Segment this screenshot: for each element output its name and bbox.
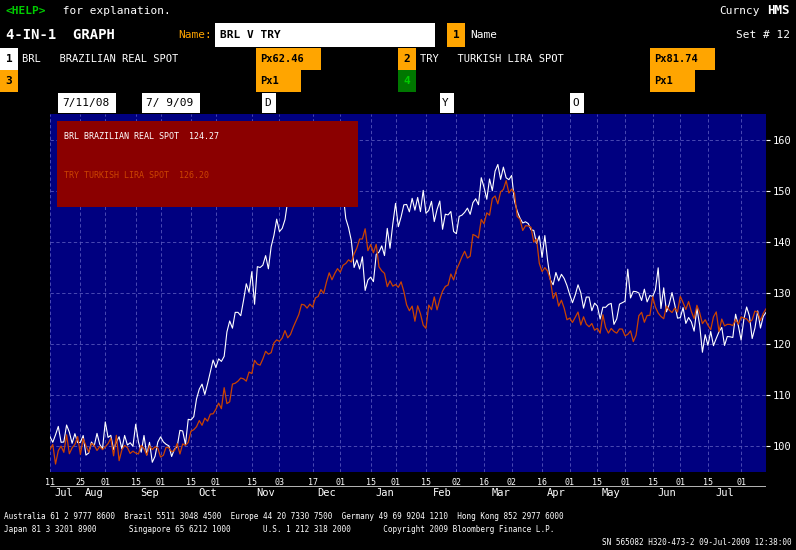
Text: 01: 01: [736, 478, 746, 487]
Text: Px62.46: Px62.46: [260, 54, 304, 64]
Text: Australia 61 2 9777 8600  Brazil 5511 3048 4500  Europe 44 20 7330 7500  Germany: Australia 61 2 9777 8600 Brazil 5511 304…: [4, 512, 564, 521]
Text: Jun: Jun: [657, 488, 676, 498]
Text: D: D: [264, 98, 271, 108]
FancyBboxPatch shape: [440, 93, 454, 113]
Text: 7/11/08: 7/11/08: [62, 98, 109, 108]
Text: 2: 2: [404, 54, 411, 64]
Text: 11: 11: [45, 478, 55, 487]
Text: 16: 16: [479, 478, 489, 487]
Text: 01: 01: [211, 478, 220, 487]
Text: Dec: Dec: [317, 488, 336, 498]
Text: Name:: Name:: [178, 30, 212, 40]
Text: 4-IN-1  GRAPH: 4-IN-1 GRAPH: [6, 28, 115, 42]
Text: 01: 01: [100, 478, 111, 487]
Text: 1: 1: [453, 30, 459, 40]
Text: 15: 15: [131, 478, 141, 487]
Text: 1: 1: [6, 54, 13, 64]
Text: for explanation.: for explanation.: [56, 6, 171, 16]
Text: 03: 03: [275, 478, 284, 487]
Text: 17: 17: [307, 478, 318, 487]
Text: Sep: Sep: [140, 488, 159, 498]
FancyBboxPatch shape: [0, 70, 18, 92]
Text: SN 565082 H320-473-2 09-Jul-2009 12:38:00: SN 565082 H320-473-2 09-Jul-2009 12:38:0…: [603, 538, 792, 547]
Text: Px81.74: Px81.74: [654, 54, 698, 64]
Text: May: May: [602, 488, 621, 498]
Text: Nov: Nov: [256, 488, 275, 498]
Text: Range: Range: [4, 98, 37, 108]
Text: TRY   TURKISH LIRA SPOT: TRY TURKISH LIRA SPOT: [420, 54, 564, 64]
Text: 01: 01: [335, 478, 345, 487]
Text: Curncy: Curncy: [720, 6, 760, 16]
Text: 3: 3: [6, 76, 13, 86]
Text: Jul: Jul: [54, 488, 73, 498]
FancyBboxPatch shape: [447, 23, 465, 47]
Text: 01: 01: [620, 478, 630, 487]
Text: Oct: Oct: [198, 488, 217, 498]
Text: BRL   BRAZILIAN REAL SPOT: BRL BRAZILIAN REAL SPOT: [22, 54, 178, 64]
Text: Jul: Jul: [715, 488, 734, 498]
Text: 4: 4: [404, 76, 411, 86]
Text: Aug: Aug: [85, 488, 103, 498]
Text: 15: 15: [592, 478, 603, 487]
Text: 15: 15: [648, 478, 657, 487]
Text: (D-W-M-Q-Y): (D-W-M-Q-Y): [280, 98, 354, 108]
Text: Set # 12: Set # 12: [736, 30, 790, 40]
FancyBboxPatch shape: [650, 70, 695, 92]
Text: 15: 15: [365, 478, 376, 487]
Text: 15: 15: [421, 478, 431, 487]
Text: 01: 01: [391, 478, 400, 487]
FancyBboxPatch shape: [215, 23, 435, 47]
Text: Japan 81 3 3201 8900       Singapore 65 6212 1000       U.S. 1 212 318 2000     : Japan 81 3 3201 8900 Singapore 65 6212 1…: [4, 525, 554, 534]
FancyBboxPatch shape: [57, 121, 358, 207]
FancyBboxPatch shape: [570, 93, 584, 113]
FancyBboxPatch shape: [256, 70, 301, 92]
Text: 01: 01: [155, 478, 166, 487]
Text: Period: Period: [208, 98, 248, 108]
Text: 01: 01: [564, 478, 575, 487]
Text: (Y/N/O): (Y/N/O): [458, 98, 505, 108]
Text: Apr: Apr: [547, 488, 565, 498]
Text: O: O: [572, 98, 579, 108]
Text: 7/ 9/09: 7/ 9/09: [146, 98, 193, 108]
Text: 02: 02: [507, 478, 517, 487]
FancyBboxPatch shape: [262, 93, 276, 113]
Text: Mar: Mar: [491, 488, 510, 498]
Text: 15: 15: [703, 478, 713, 487]
Text: Name: Name: [470, 30, 497, 40]
Text: HMS: HMS: [767, 4, 790, 18]
Text: 02: 02: [451, 478, 462, 487]
Text: Px1: Px1: [654, 76, 673, 86]
Text: BRL BRAZILIAN REAL SPOT  124.27: BRL BRAZILIAN REAL SPOT 124.27: [64, 132, 220, 141]
Text: BRL V TRY: BRL V TRY: [220, 30, 281, 40]
Text: 15: 15: [186, 478, 196, 487]
FancyBboxPatch shape: [650, 48, 715, 70]
Text: 01: 01: [675, 478, 685, 487]
Text: Normalize: Normalize: [370, 98, 431, 108]
FancyBboxPatch shape: [0, 48, 18, 70]
FancyBboxPatch shape: [256, 48, 321, 70]
Text: Y: Y: [442, 98, 449, 108]
Text: 15: 15: [247, 478, 257, 487]
Text: <HELP>: <HELP>: [6, 6, 46, 16]
Text: To: To: [122, 98, 135, 108]
FancyBboxPatch shape: [58, 93, 116, 113]
FancyBboxPatch shape: [398, 70, 416, 92]
Text: Px1: Px1: [260, 76, 279, 86]
FancyBboxPatch shape: [398, 48, 416, 70]
Text: Jan: Jan: [375, 488, 394, 498]
Text: Dates: Dates: [528, 98, 562, 108]
Text: TRY TURKISH LIRA SPOT  126.20: TRY TURKISH LIRA SPOT 126.20: [64, 171, 209, 180]
Text: 16: 16: [537, 478, 547, 487]
FancyBboxPatch shape: [142, 93, 200, 113]
Text: 25: 25: [76, 478, 85, 487]
Text: Feb: Feb: [433, 488, 452, 498]
